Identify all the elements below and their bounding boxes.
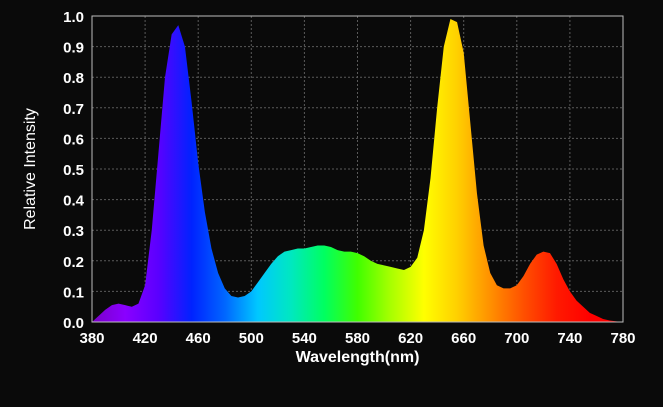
x-tick-label: 500	[239, 330, 264, 347]
x-tick-label: 780	[610, 330, 635, 347]
y-tick-label: 0.1	[63, 284, 84, 301]
y-tick-label: 0.2	[63, 254, 84, 271]
x-tick-label: 540	[292, 330, 317, 347]
y-tick-label: 0.8	[63, 70, 84, 87]
y-tick-label: 0.3	[63, 223, 84, 240]
x-tick-label: 420	[133, 330, 158, 347]
x-tick-label: 380	[79, 330, 104, 347]
y-tick-label: 0.4	[63, 193, 85, 210]
plot-frame	[91, 15, 624, 323]
x-tick-label: 620	[398, 330, 423, 347]
y-tick-label: 0.9	[63, 40, 84, 57]
y-tick-label: 0.7	[63, 101, 84, 118]
x-axis-title: Wavelength(nm)	[296, 349, 420, 366]
x-tick-label: 740	[557, 330, 582, 347]
y-tick-label: 0.6	[63, 131, 84, 148]
x-tick-label: 700	[504, 330, 529, 347]
y-tick-label: 1.0	[63, 9, 84, 26]
x-tick-label: 660	[451, 330, 476, 347]
x-tick-label: 460	[186, 330, 211, 347]
axis-layer: 380 420 460 500 540 580 620 660 700 740 780 0.0 0.1 0…	[63, 9, 635, 347]
y-axis-title: Relative Intensity	[22, 108, 39, 230]
x-tick-label: 580	[345, 330, 370, 347]
area-layer	[92, 19, 623, 323]
y-tick-label: 0.0	[63, 315, 84, 332]
spectrum-area	[92, 19, 623, 323]
label-layer: Wavelength(nm) Relative Intensity	[22, 108, 419, 366]
y-tick-label: 0.5	[63, 162, 84, 179]
